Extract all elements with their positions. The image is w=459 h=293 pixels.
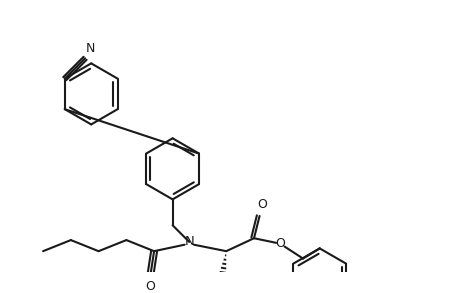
Text: N: N [86, 42, 95, 54]
Text: O: O [257, 198, 267, 211]
Text: O: O [275, 237, 285, 250]
Text: O: O [146, 280, 155, 293]
Text: N: N [185, 235, 194, 248]
